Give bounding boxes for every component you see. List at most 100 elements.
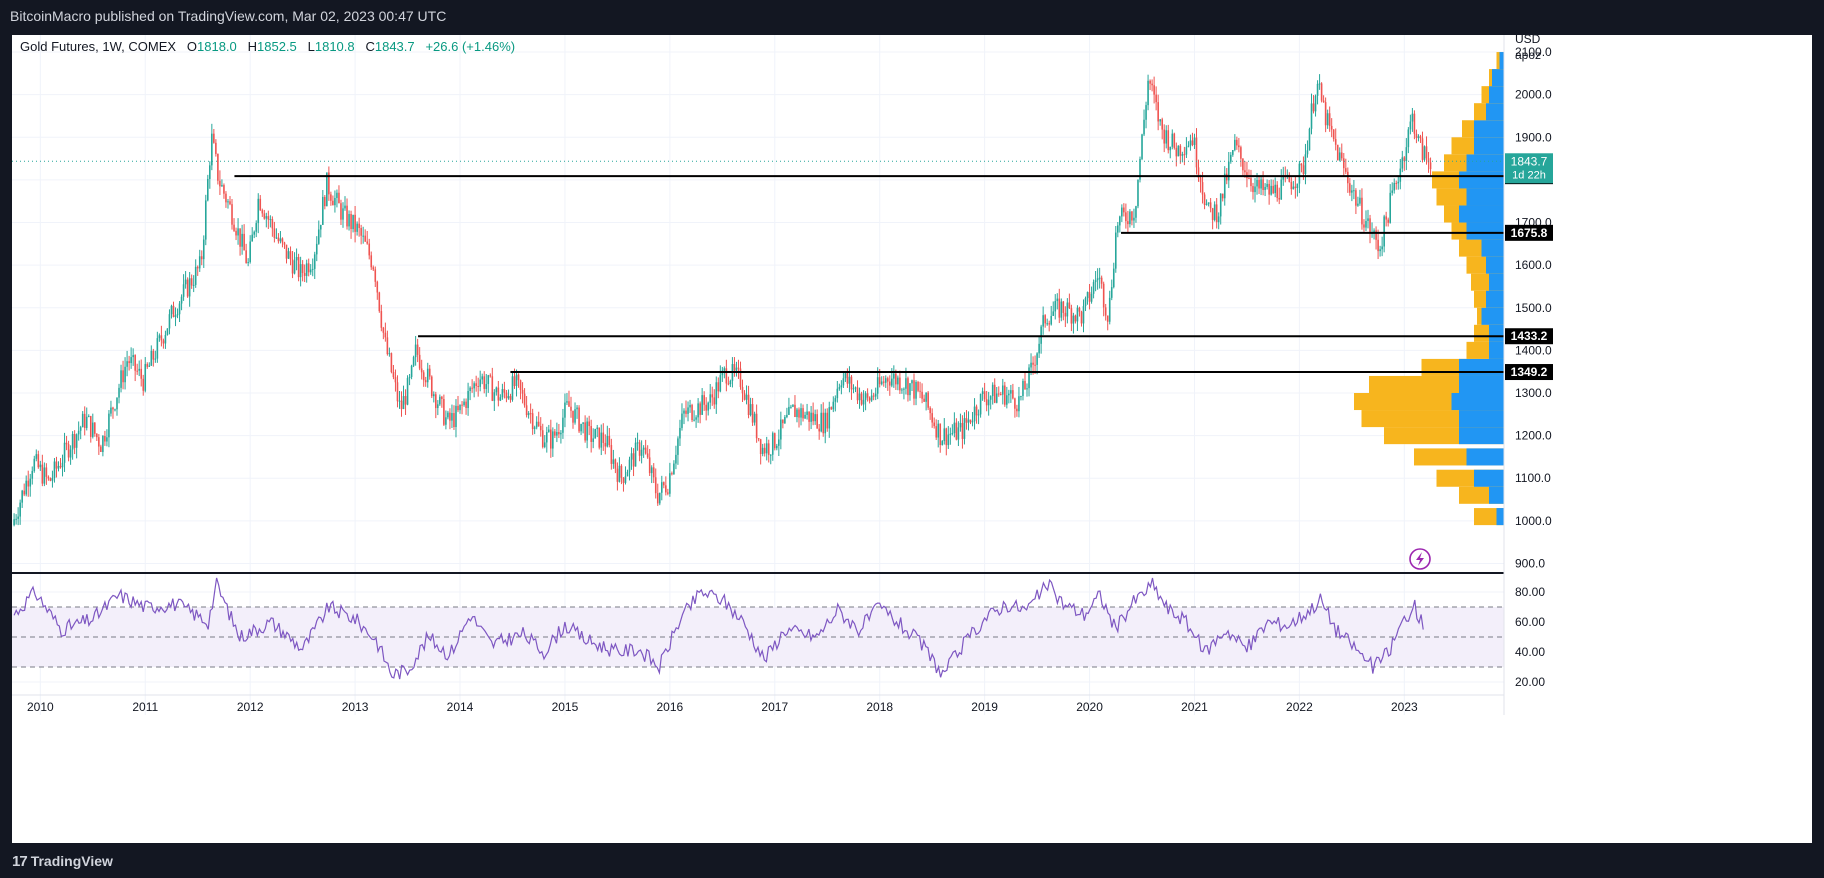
price-candle — [1308, 128, 1311, 151]
price-tick-label: 1400.0 — [1515, 343, 1552, 357]
price-candle — [1064, 312, 1067, 317]
price-candle — [390, 353, 393, 372]
price-candle — [822, 412, 825, 434]
price-candle — [1034, 364, 1036, 366]
price-candle — [465, 401, 467, 408]
price-candle — [1036, 353, 1038, 365]
price-candle — [23, 490, 25, 495]
price-candle — [324, 196, 326, 207]
price-candle — [675, 454, 677, 464]
price-candle — [1423, 146, 1426, 160]
price-candle — [537, 421, 540, 426]
price-candle — [844, 373, 847, 379]
price-candle — [360, 228, 362, 236]
price-candle — [1405, 147, 1408, 162]
price-candle — [243, 233, 245, 251]
price-candle — [122, 370, 124, 383]
price-candle — [1357, 203, 1359, 206]
price-candle — [334, 197, 336, 206]
price-candle — [933, 422, 935, 427]
price-candle — [1280, 179, 1283, 200]
price-tick-label: 1300.0 — [1515, 386, 1552, 400]
price-candle — [305, 263, 308, 276]
price-candle — [1353, 190, 1355, 192]
chart-canvas[interactable]: USD apoz 900.0 1000.0 1100.0 1200.0 1300.0 1400… — [12, 32, 1812, 843]
price-candle — [872, 395, 875, 397]
price-candle — [432, 394, 435, 397]
price-candle — [39, 464, 42, 468]
price-candle — [455, 405, 457, 428]
price-candle — [354, 214, 356, 232]
volume-profile-bar — [1459, 375, 1504, 393]
low-label: L — [307, 39, 315, 54]
price-candle — [190, 278, 193, 286]
price-candle — [891, 378, 893, 386]
price-candle — [1022, 380, 1024, 397]
volume-profile-bar — [1496, 508, 1504, 526]
price-candle — [578, 407, 580, 432]
price-candle — [420, 368, 423, 373]
price-candle — [733, 364, 736, 371]
price-candle — [1365, 221, 1367, 228]
price-candle — [596, 427, 599, 430]
price-candle — [1199, 177, 1202, 183]
price-candle — [550, 429, 552, 449]
price-candle — [255, 223, 258, 232]
price-candle — [418, 354, 421, 369]
price-candle — [31, 470, 34, 479]
price-candle — [267, 216, 270, 220]
price-candle — [37, 454, 40, 468]
price-candle — [1272, 185, 1274, 194]
price-candle — [96, 433, 98, 438]
price-candle — [717, 382, 720, 392]
price-candle — [437, 404, 439, 409]
price-candle — [1167, 130, 1170, 151]
price-candle — [759, 439, 762, 454]
price-candle — [739, 368, 742, 388]
price-candle — [681, 413, 683, 428]
price-candle — [1419, 136, 1422, 139]
price-candle — [1050, 315, 1053, 325]
price-candle — [1342, 158, 1345, 169]
price-candle — [400, 400, 403, 410]
price-candle — [957, 427, 960, 440]
price-candle — [802, 408, 804, 419]
level-price-label: 1433.2 — [1511, 329, 1548, 343]
price-candle — [981, 391, 984, 395]
snapshot-flash-icon[interactable] — [1409, 548, 1431, 570]
price-candle — [1066, 302, 1069, 317]
price-candle — [1139, 158, 1141, 180]
price-candle — [1248, 178, 1250, 180]
price-candle — [735, 367, 738, 371]
price-candle — [1110, 287, 1113, 298]
price-candle — [1048, 323, 1051, 325]
price-candle — [317, 229, 320, 244]
bar-countdown-label: 1d 22h — [1512, 169, 1546, 181]
price-candle — [1397, 181, 1400, 184]
price-candle — [263, 213, 266, 219]
tradingview-logo-icon[interactable]: 17 TradingView — [12, 853, 113, 870]
price-candle — [1252, 186, 1254, 193]
price-candle — [483, 376, 486, 389]
price-candle — [116, 397, 118, 410]
price-candle — [1381, 246, 1383, 250]
price-candle — [136, 370, 138, 372]
price-candle — [346, 205, 348, 227]
price-candle — [1143, 119, 1145, 135]
price-candle — [1332, 129, 1335, 140]
time-tick-label: 2018 — [866, 700, 893, 714]
price-candle — [769, 454, 772, 456]
price-candle — [804, 414, 806, 419]
price-candle — [1014, 398, 1016, 409]
price-candle — [374, 269, 377, 282]
chart-panel[interactable]: USD apoz 900.0 1000.0 1100.0 1200.0 1300.0 1400… — [12, 32, 1812, 843]
price-candle — [905, 378, 907, 389]
price-candle — [588, 421, 590, 427]
horizontal-levels — [12, 160, 1504, 374]
price-candle — [1227, 161, 1230, 181]
price-candle — [307, 263, 310, 273]
price-candle — [112, 407, 114, 410]
price-candle — [1211, 208, 1214, 220]
price-candle — [118, 387, 120, 398]
price-candle — [818, 428, 820, 432]
